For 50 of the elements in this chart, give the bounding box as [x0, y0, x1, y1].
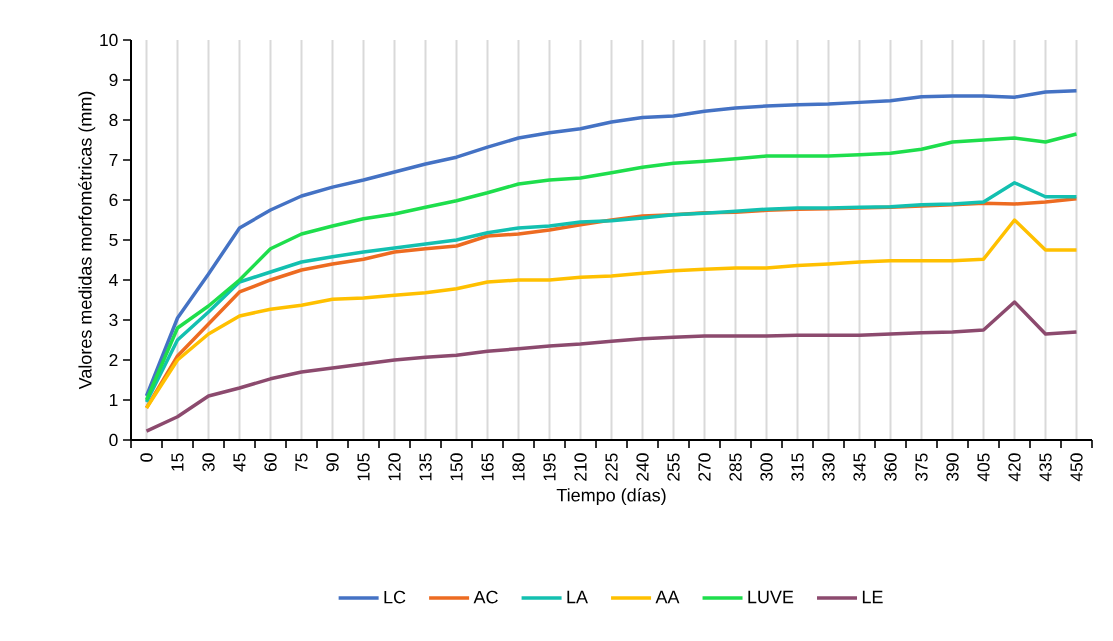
x-tick-label: 210	[574, 453, 587, 481]
x-tick-label: 0	[140, 453, 153, 462]
x-tick-label: 240	[636, 453, 649, 481]
x-tick-label: 345	[853, 453, 866, 481]
y-tick-label: 9	[109, 73, 118, 87]
x-tick-label: 75	[295, 453, 308, 472]
y-tick-label: 4	[109, 274, 118, 286]
x-tick-label: 60	[264, 453, 277, 472]
y-tick-label: 7	[109, 154, 118, 166]
x-tick-label: 300	[760, 453, 773, 481]
x-tick-label: 150	[450, 453, 463, 481]
y-tick-label: 3	[109, 313, 118, 327]
x-tick-label: 180	[512, 453, 525, 481]
x-tick-label: 360	[884, 453, 897, 481]
x-tick-label: 15	[171, 453, 184, 471]
legend-label: LA	[567, 590, 588, 604]
x-tick-label: 105	[357, 453, 370, 481]
x-tick-label: 30	[202, 453, 215, 472]
x-axis-title: Tiempo (días)	[556, 488, 666, 506]
x-tick-label: 450	[1070, 453, 1083, 482]
x-tick-label: 135	[419, 453, 432, 481]
y-tick-label: 10	[100, 33, 118, 47]
x-tick-label: 255	[667, 453, 680, 481]
legend-label: LC	[384, 590, 406, 604]
y-tick-label: 5	[109, 233, 118, 247]
x-tick-label: 330	[822, 453, 835, 481]
legend-label: LUVE	[748, 590, 794, 604]
x-tick-label: 195	[543, 453, 556, 481]
x-tick-label: 270	[698, 453, 711, 481]
x-tick-label: 120	[388, 453, 401, 481]
x-tick-label: 390	[946, 453, 959, 481]
y-tick-label: 0	[109, 433, 118, 447]
x-tick-label: 420	[1008, 453, 1021, 482]
x-tick-label: 90	[326, 453, 339, 472]
x-tick-label: 225	[605, 453, 618, 481]
y-tick-label: 2	[109, 353, 118, 367]
x-tick-label: 165	[481, 453, 494, 481]
x-tick-label: 285	[729, 453, 742, 481]
x-tick-label: 435	[1039, 453, 1052, 482]
legend-label: AA	[655, 590, 680, 604]
x-tick-label: 45	[233, 453, 246, 472]
x-tick-label: 375	[915, 453, 928, 481]
legend-label: LE	[862, 590, 883, 604]
x-tick-label: 315	[791, 453, 804, 481]
x-tick-label: 405	[977, 453, 990, 482]
y-tick-label: 6	[109, 193, 118, 207]
y-tick-label: 8	[109, 113, 118, 127]
legend-label: AC	[473, 590, 498, 604]
y-tick-label: 1	[109, 394, 118, 406]
y-axis-title: Valores medidas morfométricas (mm)	[78, 91, 96, 390]
